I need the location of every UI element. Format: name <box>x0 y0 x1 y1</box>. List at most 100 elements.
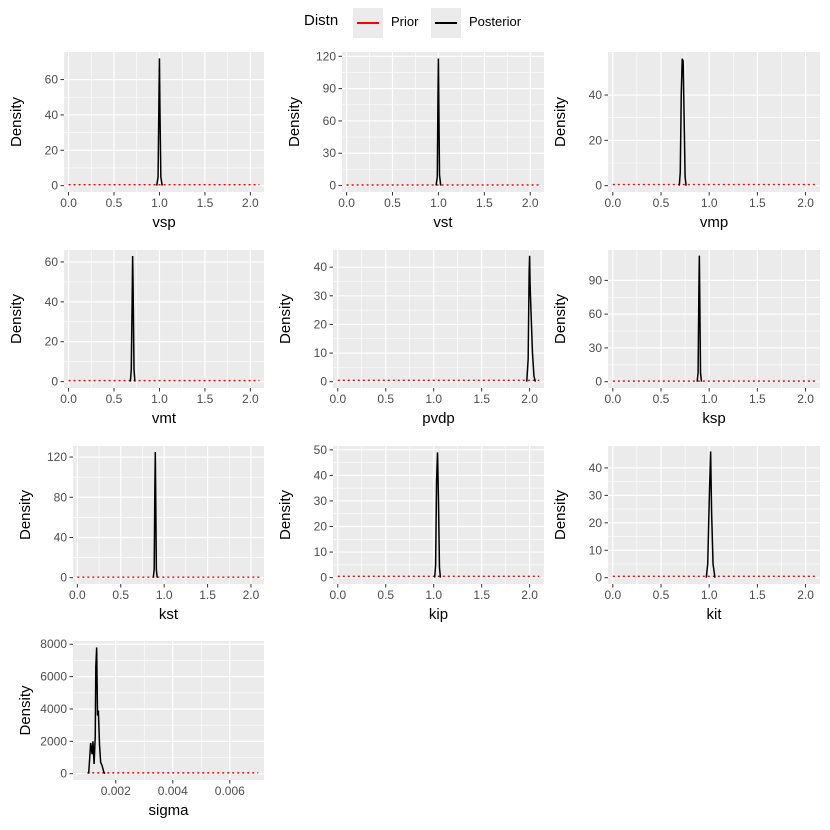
x-tick-label: 0.5 <box>653 392 670 406</box>
x-tick-label: 1.5 <box>197 196 214 210</box>
y-tick-label: 50 <box>314 443 328 457</box>
x-tick-label: 1.0 <box>701 588 718 602</box>
y-tick-label: 20 <box>589 133 603 147</box>
x-tick-label: 2.0 <box>521 392 538 406</box>
x-tick-label: 2.0 <box>242 196 259 210</box>
x-tick-label: 0.5 <box>384 196 401 210</box>
y-tick-label: 40 <box>45 295 59 309</box>
x-tick-label: 0.0 <box>60 196 77 210</box>
panel-background <box>608 446 820 584</box>
y-tick-label: 0 <box>51 375 58 389</box>
x-tick-label: 1.0 <box>701 196 718 210</box>
x-tick-label: 1.5 <box>749 196 766 210</box>
y-tick-label: 0 <box>329 179 336 193</box>
x-axis-title: vmt <box>152 410 177 427</box>
x-axis-title: vst <box>433 214 453 231</box>
x-tick-label: 1.5 <box>197 392 214 406</box>
y-tick-label: 0 <box>595 375 602 389</box>
y-tick-label: 120 <box>316 49 336 63</box>
posterior-density-line <box>433 452 442 578</box>
panel-background <box>333 250 544 388</box>
panel-background <box>73 641 264 780</box>
x-tick-label: 2.0 <box>243 588 260 602</box>
x-tick-label: 0.0 <box>604 392 621 406</box>
x-tick-label: 0.0 <box>60 392 77 406</box>
x-tick-label: 1.5 <box>476 196 493 210</box>
x-tick-label: 0.006 <box>215 784 245 798</box>
y-tick-label: 60 <box>323 114 337 128</box>
y-tick-label: 0 <box>60 767 67 781</box>
x-tick-label: 1.0 <box>156 588 173 602</box>
prior-line-icon <box>357 22 379 24</box>
y-tick-label: 40 <box>45 108 59 122</box>
y-axis-title: Density <box>8 293 25 344</box>
y-tick-label: 120 <box>47 450 67 464</box>
x-tick-label: 2.0 <box>797 392 814 406</box>
legend-title: Distn <box>304 12 339 29</box>
x-axis-title: vmp <box>700 214 728 231</box>
posterior-density-line <box>705 451 716 578</box>
legend-key-posterior <box>431 8 461 38</box>
posterior-line-icon <box>435 22 457 24</box>
y-tick-label: 90 <box>323 82 337 96</box>
y-axis-title: Density <box>552 293 569 344</box>
x-axis-title: pvdp <box>422 410 455 427</box>
x-tick-label: 0.002 <box>101 784 131 798</box>
x-tick-label: 2.0 <box>242 392 259 406</box>
x-tick-label: 1.0 <box>151 392 168 406</box>
y-axis-title: Density <box>286 96 303 147</box>
posterior-density-line <box>435 58 442 186</box>
y-tick-label: 30 <box>323 146 337 160</box>
y-tick-label: 0 <box>60 571 67 585</box>
posterior-density-line <box>525 255 537 382</box>
y-tick-label: 60 <box>45 73 59 87</box>
x-tick-label: 1.5 <box>749 392 766 406</box>
y-tick-label: 20 <box>314 520 328 534</box>
posterior-density-line <box>155 58 163 186</box>
y-axis-title: Density <box>552 96 569 147</box>
x-tick-label: 1.0 <box>425 392 442 406</box>
x-tick-label: 1.0 <box>430 196 447 210</box>
y-tick-label: 40 <box>314 260 328 274</box>
x-tick-label: 1.0 <box>701 392 718 406</box>
x-tick-label: 2.0 <box>521 588 538 602</box>
y-tick-label: 40 <box>54 530 68 544</box>
y-tick-label: 20 <box>314 317 328 331</box>
legend-label-prior: Prior <box>391 14 419 29</box>
y-axis-title: Density <box>277 293 294 344</box>
legend-label-posterior: Posterior <box>469 14 522 29</box>
x-tick-label: 0.5 <box>106 196 123 210</box>
x-tick-label: 0.004 <box>158 784 188 798</box>
x-tick-label: 0.0 <box>604 588 621 602</box>
x-axis-title: vsp <box>152 214 175 231</box>
posterior-density-line <box>87 647 106 775</box>
x-tick-label: 0.5 <box>377 588 394 602</box>
legend-key-prior <box>353 8 383 38</box>
panel-background <box>73 446 264 584</box>
legend: Distn Prior Posterior <box>0 0 830 46</box>
y-tick-label: 10 <box>314 545 328 559</box>
posterior-density-line <box>678 58 687 186</box>
panel-vsp: 0.0 0.5 1.0 1.5 2.0 0 20 40 60 vsp Density <box>8 52 264 231</box>
y-axis-title: Density <box>8 96 25 147</box>
x-tick-label: 1.0 <box>151 196 168 210</box>
y-tick-label: 40 <box>589 461 603 475</box>
y-tick-label: 20 <box>45 335 59 349</box>
x-tick-label: 0.0 <box>338 196 355 210</box>
x-axis-title: kit <box>707 606 723 623</box>
panel-vst: 0.0 0.5 1.0 1.5 2.0 0 30 60 90 120 vst Density <box>286 49 544 231</box>
y-axis-title: Density <box>552 489 569 540</box>
y-tick-label: 80 <box>54 490 68 504</box>
y-tick-label: 30 <box>314 289 328 303</box>
posterior-density-line <box>152 452 158 578</box>
panel-background <box>608 250 820 388</box>
x-tick-label: 1.0 <box>425 588 442 602</box>
y-tick-label: 6000 <box>40 670 67 684</box>
x-tick-label: 0.5 <box>377 392 394 406</box>
panel-sigma: 0.002 0.004 0.006 0 2000 4000 6000 8000 sigma Den… <box>17 637 264 819</box>
x-tick-label: 0.0 <box>329 588 346 602</box>
x-tick-label: 0.0 <box>69 588 86 602</box>
y-tick-label: 0 <box>51 179 58 193</box>
y-tick-label: 0 <box>320 375 327 389</box>
